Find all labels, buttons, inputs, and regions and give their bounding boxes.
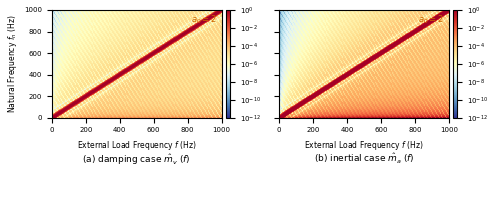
Text: (a) damping case $\hat{m}_v$ ($f$): (a) damping case $\hat{m}_v$ ($f$) <box>82 152 191 167</box>
Text: $a_0 = 2$: $a_0 = 2$ <box>418 13 444 26</box>
X-axis label: External Load Frequency $f$ (Hz): External Load Frequency $f$ (Hz) <box>304 139 424 152</box>
Text: $a_0 = 2$: $a_0 = 2$ <box>190 13 216 26</box>
Y-axis label: Natural Frequency $f_n$ (Hz): Natural Frequency $f_n$ (Hz) <box>6 14 18 113</box>
X-axis label: External Load Frequency $f$ (Hz): External Load Frequency $f$ (Hz) <box>77 139 196 152</box>
Text: (b) inertial case $\hat{m}_a$ ($f$): (b) inertial case $\hat{m}_a$ ($f$) <box>314 152 414 166</box>
